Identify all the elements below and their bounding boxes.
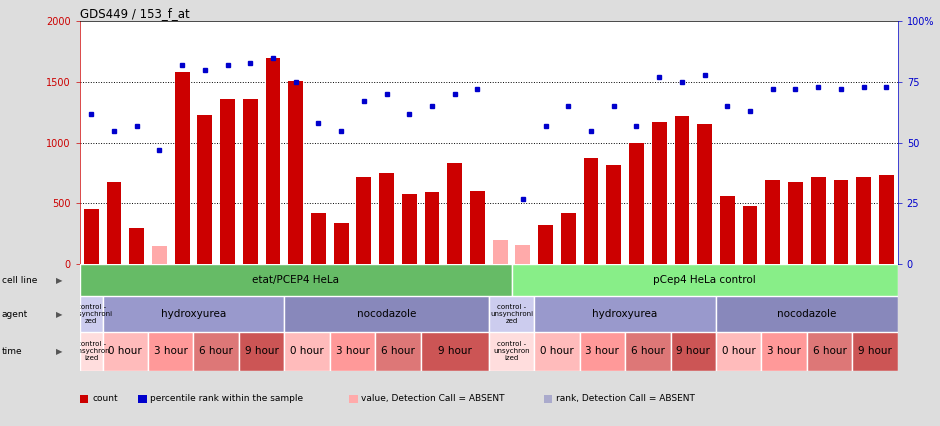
Bar (402, 194, 416, 264)
Bar (534, 296, 716, 332)
Bar (311, 213, 326, 264)
Bar (539, 225, 553, 264)
Text: rank, Detection Call = ABSENT: rank, Detection Call = ABSENT (556, 394, 695, 403)
Text: hydroxyurea: hydroxyurea (592, 309, 658, 319)
Text: etat/PCEP4 HeLa: etat/PCEP4 HeLa (252, 275, 339, 285)
Bar (356, 177, 371, 264)
Bar (289, 81, 303, 264)
Bar (761, 332, 807, 371)
Text: control -
unsynchroni
zed: control - unsynchroni zed (490, 304, 533, 324)
Bar (856, 177, 871, 264)
Text: 9 hour: 9 hour (858, 346, 892, 357)
Text: hydroxyurea: hydroxyurea (161, 309, 227, 319)
Bar (84, 210, 99, 264)
Bar (807, 332, 853, 371)
Bar (130, 227, 144, 264)
Text: GDS449 / 153_f_at: GDS449 / 153_f_at (80, 7, 190, 20)
Text: percentile rank within the sample: percentile rank within the sample (150, 394, 304, 403)
Text: 0 hour: 0 hour (540, 346, 573, 357)
Bar (511, 264, 898, 296)
Bar (243, 99, 258, 264)
Text: 6 hour: 6 hour (381, 346, 415, 357)
Bar (102, 332, 149, 371)
Bar (447, 163, 462, 264)
Text: 0 hour: 0 hour (290, 346, 324, 357)
Bar (334, 223, 349, 264)
Bar (580, 332, 625, 371)
Text: 3 hour: 3 hour (586, 346, 619, 357)
Bar (194, 332, 239, 371)
Bar (716, 332, 761, 371)
Bar (80, 264, 511, 296)
Bar (470, 191, 485, 264)
Bar (149, 332, 194, 371)
Bar (375, 332, 421, 371)
Text: cell line: cell line (2, 276, 38, 285)
Text: pCep4 HeLa control: pCep4 HeLa control (653, 275, 756, 285)
Bar (379, 173, 394, 264)
Bar (625, 332, 670, 371)
Bar (284, 296, 489, 332)
Bar (515, 245, 530, 264)
Bar (220, 99, 235, 264)
Bar (489, 296, 534, 332)
Bar (102, 296, 285, 332)
Bar (716, 296, 898, 332)
Bar (80, 332, 102, 371)
Text: ▶: ▶ (56, 310, 63, 319)
Text: nocodazole: nocodazole (357, 309, 416, 319)
Bar (811, 177, 825, 264)
Bar (606, 164, 621, 264)
Bar (629, 143, 644, 264)
Text: 6 hour: 6 hour (631, 346, 665, 357)
Text: 0 hour: 0 hour (722, 346, 756, 357)
Bar (330, 332, 375, 371)
Bar (197, 115, 212, 264)
Text: 0 hour: 0 hour (108, 346, 142, 357)
Bar (489, 332, 534, 371)
Text: agent: agent (2, 310, 28, 319)
Bar (788, 181, 803, 264)
Bar (80, 296, 102, 332)
Text: control -
unsychron
ized: control - unsychron ized (73, 342, 110, 361)
Bar (561, 213, 575, 264)
Text: 9 hour: 9 hour (676, 346, 711, 357)
Bar (853, 332, 898, 371)
Text: 6 hour: 6 hour (199, 346, 233, 357)
Bar (697, 124, 712, 264)
Text: count: count (92, 394, 118, 403)
Text: 9 hour: 9 hour (438, 346, 472, 357)
Text: control -
unsynchroni
zed: control - unsynchroni zed (70, 304, 113, 324)
Bar (584, 158, 599, 264)
Text: 3 hour: 3 hour (154, 346, 188, 357)
Text: 9 hour: 9 hour (244, 346, 278, 357)
Bar (266, 58, 280, 264)
Text: value, Detection Call = ABSENT: value, Detection Call = ABSENT (361, 394, 505, 403)
Bar (106, 181, 121, 264)
Bar (879, 176, 894, 264)
Text: 3 hour: 3 hour (336, 346, 369, 357)
Bar (670, 332, 716, 371)
Bar (834, 180, 848, 264)
Bar (651, 122, 666, 264)
Text: ▶: ▶ (56, 276, 63, 285)
Bar (421, 332, 489, 371)
Bar (675, 116, 689, 264)
Bar (720, 196, 735, 264)
Bar (493, 240, 508, 264)
Text: time: time (2, 347, 23, 356)
Bar (175, 72, 190, 264)
Text: 6 hour: 6 hour (812, 346, 847, 357)
Text: nocodazole: nocodazole (777, 309, 837, 319)
Bar (534, 332, 580, 371)
Bar (284, 332, 330, 371)
Bar (765, 180, 780, 264)
Text: ▶: ▶ (56, 347, 63, 356)
Bar (743, 207, 758, 264)
Bar (425, 193, 439, 264)
Text: control -
unsychron
ized: control - unsychron ized (494, 342, 530, 361)
Text: 3 hour: 3 hour (767, 346, 801, 357)
Bar (239, 332, 285, 371)
Bar (152, 246, 166, 264)
